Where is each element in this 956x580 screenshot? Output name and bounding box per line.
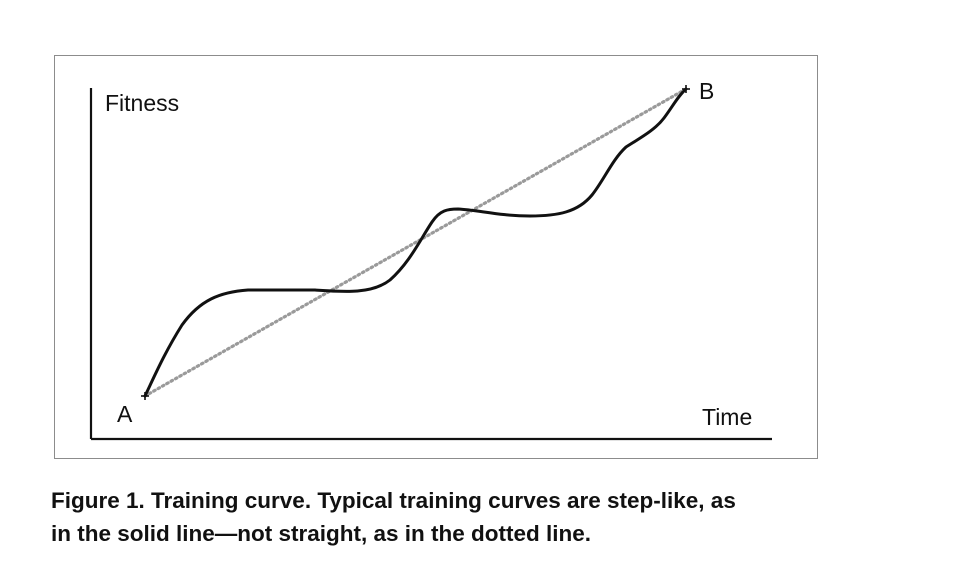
caption-line-1: Figure 1. Training curve. Typical traini… (51, 488, 736, 513)
figure-frame (54, 55, 818, 459)
x-axis-label: Time (702, 404, 752, 430)
start-point-label: A (117, 401, 133, 427)
figure-caption: Figure 1. Training curve. Typical traini… (51, 484, 931, 550)
caption-line-2: in the solid line—not straight, as in th… (51, 521, 592, 546)
end-point-marker (682, 85, 690, 93)
start-point-marker (141, 392, 149, 400)
dotted-straight-line (143, 87, 688, 398)
y-axis-label: Fitness (105, 90, 179, 116)
end-point-label: B (699, 78, 714, 104)
solid-step-curve (143, 87, 688, 398)
